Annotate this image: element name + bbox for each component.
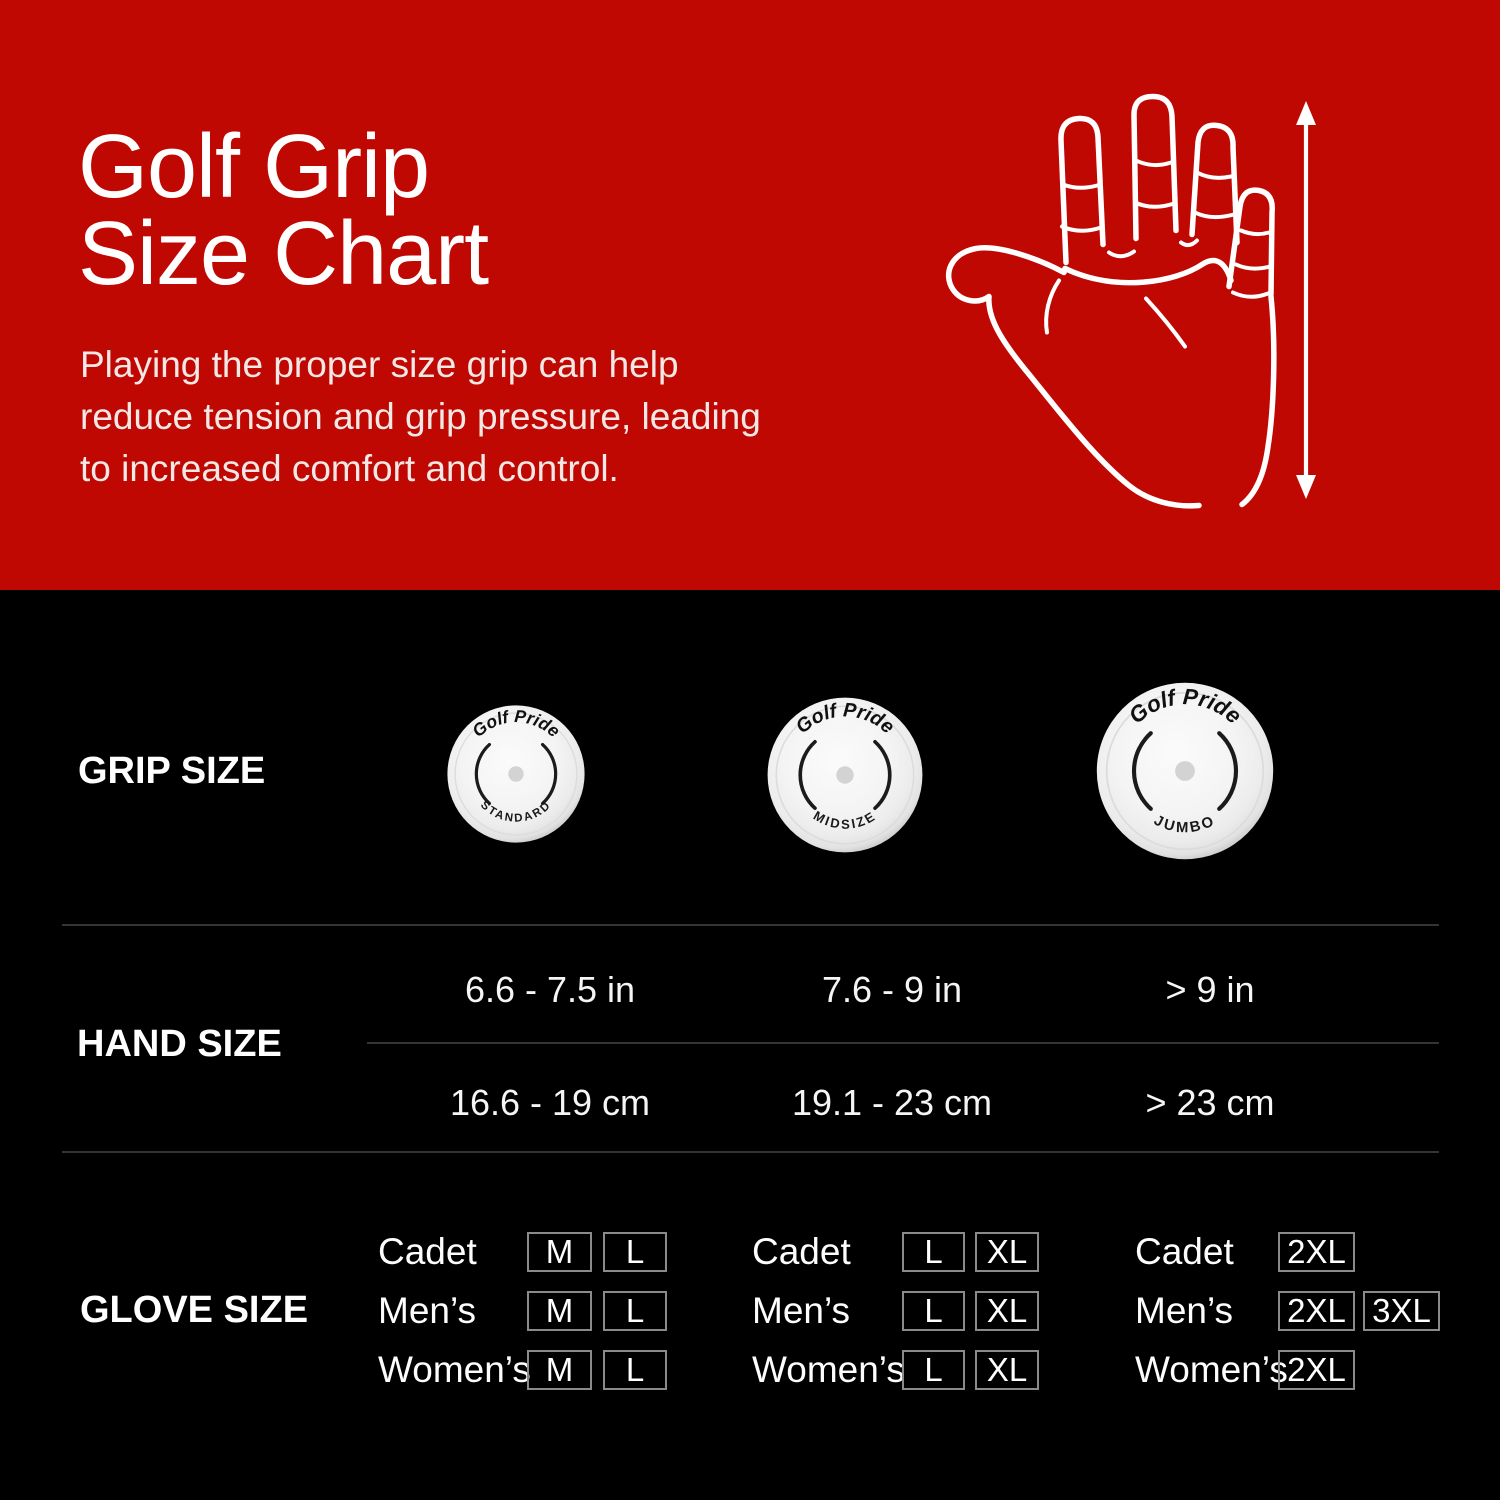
glove-row-womens: Women’s 2XL [1135, 1340, 1440, 1399]
grip-paren-left [798, 740, 817, 810]
description-line: to increased comfort and control. [80, 448, 619, 489]
glove-size-box: L [902, 1349, 965, 1390]
glove-column-standard: Cadet M L Men’s M L Women’s M L [378, 1222, 667, 1399]
glove-size-box: XL [975, 1231, 1039, 1272]
row-divider [62, 1151, 1439, 1153]
glove-row-mens: Men’s M L [378, 1281, 667, 1340]
description-line: Playing the proper size grip can help [80, 344, 679, 385]
page-description: Playing the proper size grip can help re… [80, 339, 761, 495]
hand-size-inches-jumbo: > 9 in [1165, 969, 1255, 1010]
glove-row-label-mens: Men’s [1135, 1289, 1234, 1331]
grip-size-name-text: JUMBO [1151, 813, 1216, 837]
grip-cap-standard: Golf Pride STANDARD [447, 705, 585, 843]
grip-cap-rim [454, 712, 578, 836]
glove-size-row-label: GLOVE SIZE [80, 1289, 309, 1331]
glove-size-box: 2XL [1278, 1231, 1355, 1272]
glove-size-box: M [527, 1290, 592, 1331]
hand-size-row-label: HAND SIZE [77, 1023, 282, 1065]
svg-text:JUMBO: JUMBO [1151, 813, 1219, 837]
hand-length-arrow-icon [1296, 101, 1316, 499]
glove-row-label-cadet: Cadet [378, 1230, 477, 1272]
glove-column-jumbo: Cadet 2XL Men’s 2XL 3XL Women’s 2XL [1135, 1222, 1440, 1399]
grip-center-dot [836, 766, 854, 784]
glove-size-box: 2XL [1278, 1349, 1355, 1390]
glove-size-box: 3XL [1363, 1290, 1440, 1331]
hand-size-inches-standard: 6.6 - 7.5 in [464, 969, 636, 1010]
glove-row-label-mens: Men’s [378, 1289, 477, 1331]
glove-row-label-cadet: Cadet [752, 1230, 851, 1272]
glove-row-label-womens: Women’s [378, 1348, 531, 1390]
grip-paren-right [1217, 731, 1238, 811]
grip-size-row-label: GRIP SIZE [78, 750, 266, 792]
grip-center-dot [508, 766, 524, 782]
glove-row-label-mens: Men’s [752, 1289, 851, 1331]
row-divider [62, 924, 1439, 926]
glove-row-womens: Women’s M L [378, 1340, 667, 1399]
grip-cap-rim [1105, 691, 1265, 851]
glove-size-box: M [527, 1349, 592, 1390]
glove-row-womens: Women’s L XL [752, 1340, 1039, 1399]
grip-cap-rim [775, 705, 915, 845]
glove-row-cadet: Cadet M L [378, 1222, 667, 1281]
grip-cap-jumbo: Golf Pride JUMBO [1096, 682, 1274, 860]
glove-row-cadet: Cadet 2XL [1135, 1222, 1440, 1281]
glove-size-box: L [902, 1231, 965, 1272]
grip-paren-left [1132, 731, 1153, 811]
glove-row-mens: Men’s 2XL 3XL [1135, 1281, 1440, 1340]
hero-banner: Golf Grip Size Chart Playing the proper … [0, 0, 1500, 590]
glove-row-mens: Men’s L XL [752, 1281, 1039, 1340]
glove-column-midsize: Cadet L XL Men’s L XL Women’s L XL [752, 1222, 1039, 1399]
description-line: reduce tension and grip pressure, leadin… [80, 396, 761, 437]
page-title-line-2: Size Chart [78, 204, 489, 304]
glove-size-box: XL [975, 1349, 1039, 1390]
grip-cap-midsize: Golf Pride MIDSIZE [767, 697, 923, 853]
hand-outline-icon [945, 93, 1277, 509]
hand-size-cm-standard: 16.6 - 19 cm [449, 1082, 651, 1123]
grip-paren-right [540, 742, 558, 806]
grip-paren-left [474, 742, 492, 806]
glove-row-label-womens: Women’s [752, 1348, 905, 1390]
page-title-line-1: Golf Grip [78, 117, 430, 217]
glove-size-box: L [603, 1290, 667, 1331]
hand-size-inches-midsize: 7.6 - 9 in [821, 969, 963, 1010]
hand-size-cm-jumbo: > 23 cm [1145, 1082, 1275, 1123]
hand-size-cm-midsize: 19.1 - 23 cm [791, 1082, 993, 1123]
glove-size-box: L [603, 1349, 667, 1390]
glove-size-box: L [902, 1290, 965, 1331]
hand-size-inner-divider [367, 1042, 1439, 1044]
glove-row-label-womens: Women’s [1135, 1348, 1288, 1390]
glove-size-box: 2XL [1278, 1290, 1355, 1331]
glove-size-box: L [603, 1231, 667, 1272]
grip-paren-right [873, 740, 892, 810]
glove-row-label-cadet: Cadet [1135, 1230, 1234, 1272]
grip-center-dot [1175, 761, 1195, 781]
glove-size-box: XL [975, 1290, 1039, 1331]
page-title: Golf Grip Size Chart [78, 117, 489, 304]
glove-size-box: M [527, 1231, 592, 1272]
glove-row-cadet: Cadet L XL [752, 1222, 1039, 1281]
